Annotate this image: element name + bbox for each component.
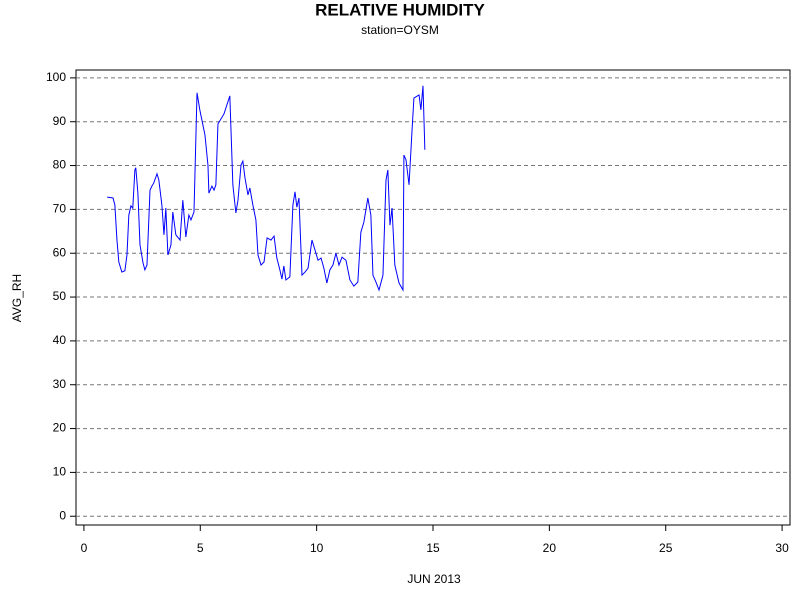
y-tick-label: 60 (53, 245, 67, 259)
y-tick-label: 90 (53, 114, 67, 128)
x-tick-label: 25 (659, 541, 673, 555)
y-tick-label: 10 (53, 465, 67, 479)
data-line (107, 85, 426, 292)
x-tick-label: 10 (310, 541, 324, 555)
chart-subtitle: station=OYSM (361, 23, 439, 37)
y-tick-label: 30 (53, 377, 67, 391)
y-axis-label: AVG_RH (10, 274, 24, 322)
y-tick-label: 0 (59, 508, 66, 522)
x-tick-label: 0 (81, 541, 88, 555)
x-tick-label: 20 (543, 541, 557, 555)
y-tick-label: 20 (53, 421, 67, 435)
y-tick-label: 70 (53, 202, 67, 216)
chart-title: RELATIVE HUMIDITY (315, 0, 485, 19)
x-tick-label: 30 (775, 541, 789, 555)
y-tick-label: 100 (46, 70, 66, 84)
y-tick-label: 50 (53, 289, 67, 303)
x-tick-label: 15 (426, 541, 440, 555)
x-axis-label: JUN 2013 (407, 572, 461, 586)
x-tick-label: 5 (197, 541, 204, 555)
y-tick-label: 80 (53, 158, 67, 172)
y-tick-label: 40 (53, 333, 67, 347)
